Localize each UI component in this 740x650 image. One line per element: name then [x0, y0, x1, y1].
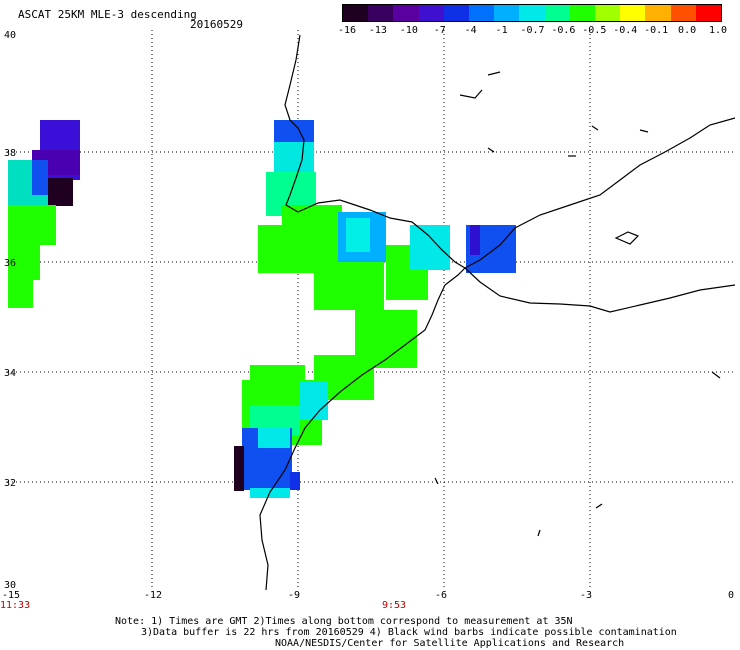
island [595, 503, 603, 509]
iberian-coast [284, 34, 466, 269]
colorbar-label: -0.4 [613, 25, 638, 36]
colorbar-segment [695, 5, 722, 21]
colorbar-segment [494, 5, 520, 21]
longitude-label: -12 [144, 590, 163, 601]
colorbar-segment [443, 5, 470, 21]
swath-cell [8, 245, 40, 280]
swath-cell [32, 160, 48, 195]
colorbar-label: 0.0 [678, 25, 697, 36]
balearic-island [614, 231, 640, 245]
colorbar-label: -4 [464, 25, 477, 36]
island [591, 125, 599, 131]
note-line-1: Note: 1) Times are GMT 2)Times along bot… [115, 616, 573, 627]
latitude-label: 30 [4, 580, 17, 591]
swath-cell [346, 218, 370, 252]
map-date: 20160529 [190, 18, 243, 31]
colorbar-segment [645, 5, 671, 21]
time-center: 9:53 [382, 600, 407, 611]
longitude-label: -9 [288, 590, 301, 601]
latitude-label: 36 [4, 258, 17, 269]
swath-cell [410, 225, 450, 270]
colorbar-label: -0.5 [582, 25, 607, 36]
swath-cell [258, 428, 290, 448]
african-coast [259, 267, 466, 591]
colorbar-segment [620, 5, 646, 21]
swath-cell [234, 446, 244, 491]
swath-cell [274, 120, 314, 142]
colorbar-segment [368, 5, 394, 21]
swath-cell [300, 382, 328, 420]
swath-cell [290, 472, 300, 490]
swath-cell [274, 142, 314, 172]
longitude-label: -6 [435, 590, 448, 601]
island [711, 371, 721, 379]
note-line-2: 3)Data buffer is 22 hrs from 20160529 4)… [141, 627, 677, 638]
colorbar-label: -0.7 [520, 25, 545, 36]
coastlines [259, 34, 736, 591]
island [487, 71, 501, 76]
island [434, 477, 439, 485]
colorbar-segment [544, 5, 570, 21]
latitude-label: 38 [4, 148, 17, 159]
colorbar-label: -16 [337, 25, 357, 36]
colorbar-label: -7 [433, 25, 446, 36]
colorbar-label: -10 [399, 25, 418, 36]
colorbar-segment [418, 5, 444, 21]
colorbar-label: -0.6 [551, 25, 576, 36]
colorbar-segment [393, 5, 419, 21]
colorbar-segment [519, 5, 545, 21]
swath-cell [8, 205, 56, 245]
colorbar-label: -0.1 [644, 25, 669, 36]
latitude-label: 34 [4, 368, 17, 379]
african-med-coast [464, 267, 736, 313]
colorbar-label: -13 [368, 25, 387, 36]
swath-cell [8, 280, 33, 308]
colorbar-label: -1 [495, 25, 508, 36]
latitude-label: 40 [4, 30, 17, 41]
colorbar-segment [595, 5, 621, 21]
time-left: 11:33 [0, 600, 31, 611]
longitude-label: -15 [2, 590, 21, 601]
island [459, 89, 483, 99]
swath-cell [470, 225, 480, 255]
colorbar-segment [670, 5, 696, 21]
swath-cell [282, 205, 342, 235]
longitude-label: -3 [580, 590, 593, 601]
island [487, 147, 495, 153]
colorbar-segment [343, 5, 369, 21]
swath-cell [48, 178, 73, 206]
wind-swath-cells [8, 120, 516, 498]
colorbar-segment [469, 5, 495, 21]
iberian-med-coast [464, 117, 736, 269]
map-title: ASCAT 25KM MLE-3 descending [18, 8, 197, 21]
longitude-label: 0 [728, 590, 735, 601]
colorbar [342, 4, 722, 22]
map-grid [8, 30, 735, 590]
island [639, 129, 649, 133]
colorbar-segment [569, 5, 596, 21]
latitude-label: 32 [4, 478, 17, 489]
island [537, 529, 541, 537]
colorbar-label: 1.0 [708, 25, 728, 36]
note-line-3: NOAA/NESDIS/Center for Satellite Applica… [275, 638, 625, 649]
